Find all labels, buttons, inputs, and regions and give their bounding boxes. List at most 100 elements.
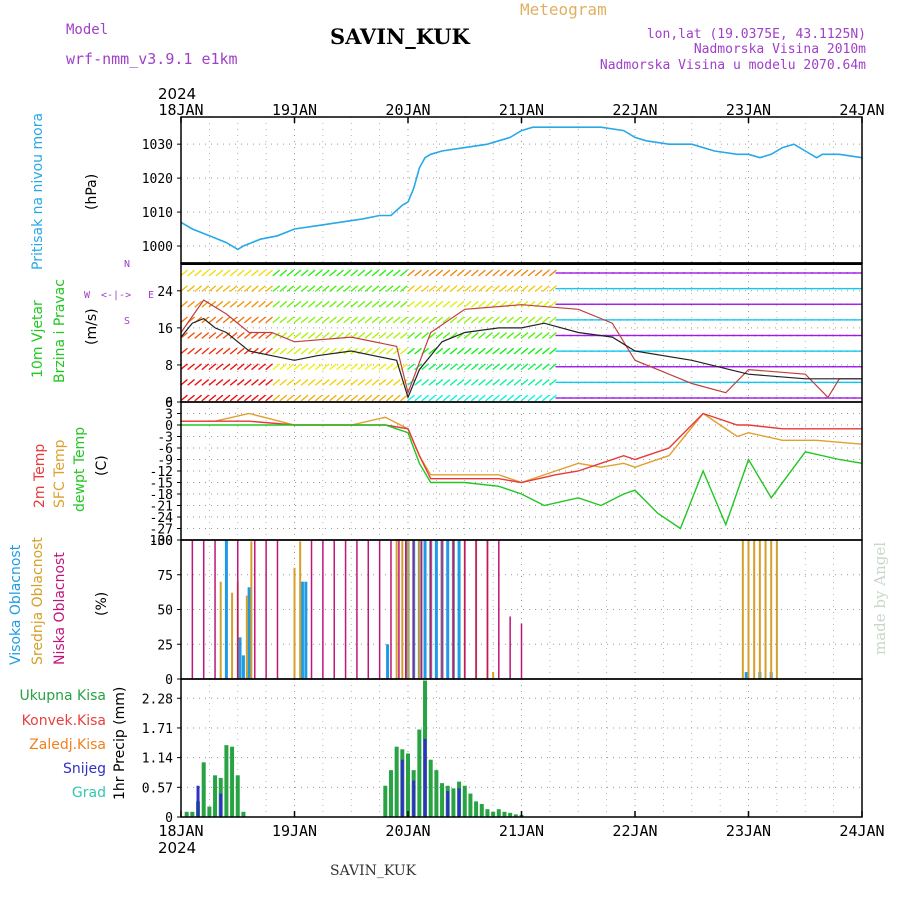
temp-tick-label: -27	[150, 523, 173, 538]
wind-barb	[350, 285, 359, 293]
wind-barb	[478, 332, 486, 339]
cloud-bar-mid	[758, 540, 761, 679]
wind-barb	[371, 332, 380, 339]
wind-barb	[208, 316, 217, 324]
wind-barb	[463, 347, 472, 355]
wind-barb	[236, 394, 245, 402]
cloud-tick-label: 0	[165, 673, 173, 688]
wind-barb	[456, 347, 465, 355]
precip-bar-total	[417, 729, 422, 817]
cloud-bar-low	[429, 540, 432, 679]
wind-barb	[392, 394, 401, 402]
wind-barb	[392, 316, 401, 324]
wind-barb	[513, 363, 522, 371]
wind-barb	[215, 378, 224, 386]
wind-barb	[478, 347, 486, 355]
wind-barb	[378, 285, 387, 293]
cloud-bar-mid	[741, 540, 744, 679]
wind-barb	[236, 316, 245, 324]
wind-barb	[215, 285, 224, 293]
wind-barb	[499, 332, 508, 339]
precip-bar-total	[230, 746, 235, 817]
wind-barb	[251, 363, 259, 371]
date-tick-bottom: 24JAN	[839, 822, 884, 840]
wind-barb	[321, 316, 330, 324]
wind-barb	[385, 285, 394, 293]
wind-barb	[435, 285, 444, 293]
wind-barb	[534, 394, 543, 402]
wind-barb	[527, 394, 536, 402]
precip-bar-total	[190, 811, 195, 817]
wind-barb	[236, 285, 245, 293]
wind-barb	[222, 285, 231, 293]
wind-barb	[407, 285, 415, 293]
wind-barb	[336, 285, 344, 293]
wind-tick-label: 8	[165, 359, 173, 374]
wind-barb	[478, 394, 486, 402]
cloud-bar-low	[441, 540, 443, 679]
pressure-unit: (hPa)	[84, 174, 100, 210]
wind-barb	[300, 378, 309, 386]
wind-barb	[470, 269, 479, 277]
wind-barb	[527, 363, 536, 371]
wind-barb	[286, 269, 295, 277]
wind-barb	[194, 332, 203, 339]
wind-barb	[265, 394, 274, 402]
wind-barb	[428, 300, 437, 308]
precip-bar-total	[474, 801, 479, 817]
cloud-high-label: Visoka Oblacnost	[8, 544, 24, 665]
wind-barb	[520, 378, 529, 386]
wind-barb	[236, 300, 245, 308]
wind-barb	[520, 394, 529, 402]
wind-barb	[279, 332, 288, 339]
date-tick-bottom: 20JAN	[385, 822, 430, 840]
wind-barb	[463, 285, 472, 293]
wind-barb	[364, 269, 373, 277]
precip-bar-total	[513, 814, 518, 817]
wind-barb	[357, 394, 366, 402]
wind-barb	[364, 394, 373, 402]
temp-tick-label: -12	[150, 465, 173, 480]
wind-barb	[400, 316, 408, 324]
temp-dewpt-label: dewpt Temp	[72, 427, 88, 512]
wind-barb	[293, 378, 302, 386]
wind-barb	[485, 363, 493, 371]
wind-barb	[187, 363, 195, 371]
wind-barb	[364, 300, 373, 308]
panel-frame	[180, 678, 863, 818]
wind-barb	[449, 378, 458, 386]
wind-barb	[435, 394, 444, 402]
wind-barb	[513, 269, 522, 277]
cloud-bar-mid	[245, 595, 248, 679]
wind-barb	[534, 378, 543, 386]
wind-barb	[194, 300, 203, 308]
cloud-bar-high	[386, 644, 390, 679]
precip-bar-snow	[219, 793, 223, 817]
precip-bar-snow	[196, 785, 200, 817]
wind-barb	[208, 269, 217, 277]
wind-barb	[378, 378, 387, 386]
wind-barb	[520, 363, 529, 371]
temp-tick-label: -3	[157, 431, 173, 446]
precip-graupel-label: Grad	[72, 785, 106, 801]
wind-barb	[272, 332, 281, 339]
wind-barb	[293, 332, 302, 339]
wind-barb	[442, 394, 451, 402]
wind-barb	[492, 378, 501, 386]
wind-barb	[449, 316, 458, 324]
wind-barb	[407, 332, 415, 339]
cloud-bar-low	[420, 540, 423, 679]
wind-barb	[378, 316, 387, 324]
wind-barb	[229, 394, 238, 402]
precip-bar-total	[428, 759, 433, 817]
cloud-bar-high	[446, 540, 450, 679]
wind-barb	[470, 332, 479, 339]
precip-tick-label: 1.14	[142, 752, 173, 767]
wind-barb	[272, 394, 281, 402]
wind-barb	[314, 378, 323, 386]
wind-barb	[336, 300, 344, 308]
cloud-bar-high	[744, 672, 748, 679]
precip-bar-snow	[423, 738, 427, 817]
wind-tick-label: 24	[157, 285, 173, 300]
